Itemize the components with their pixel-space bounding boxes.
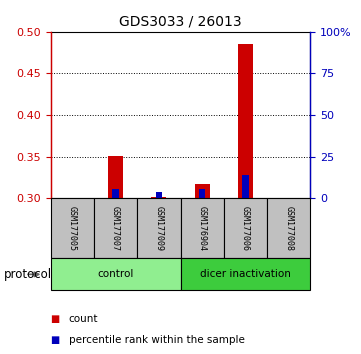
Bar <box>151 196 166 198</box>
FancyBboxPatch shape <box>180 258 310 290</box>
Bar <box>112 189 119 198</box>
Text: percentile rank within the sample: percentile rank within the sample <box>69 335 244 345</box>
Text: ■: ■ <box>51 314 60 324</box>
FancyBboxPatch shape <box>267 198 310 258</box>
Text: GSM177008: GSM177008 <box>284 206 293 251</box>
Text: control: control <box>97 269 134 279</box>
Text: protocol: protocol <box>4 268 52 281</box>
FancyBboxPatch shape <box>137 198 180 258</box>
Text: count: count <box>69 314 98 324</box>
Text: GSM177005: GSM177005 <box>68 206 77 251</box>
Bar <box>195 184 210 198</box>
Bar <box>199 189 205 198</box>
FancyBboxPatch shape <box>224 198 267 258</box>
Text: GSM176904: GSM176904 <box>198 206 206 251</box>
FancyBboxPatch shape <box>94 198 137 258</box>
Text: GSM177009: GSM177009 <box>155 206 163 251</box>
Text: GSM177007: GSM177007 <box>111 206 120 251</box>
Bar <box>238 44 253 198</box>
FancyBboxPatch shape <box>51 258 180 290</box>
Bar <box>156 193 162 198</box>
Bar <box>242 175 249 198</box>
Text: GDS3033 / 26013: GDS3033 / 26013 <box>119 14 242 28</box>
Bar <box>108 156 123 198</box>
Text: ■: ■ <box>51 335 60 345</box>
FancyBboxPatch shape <box>51 198 94 258</box>
Text: GSM177006: GSM177006 <box>241 206 250 251</box>
Text: dicer inactivation: dicer inactivation <box>200 269 291 279</box>
FancyBboxPatch shape <box>180 198 224 258</box>
